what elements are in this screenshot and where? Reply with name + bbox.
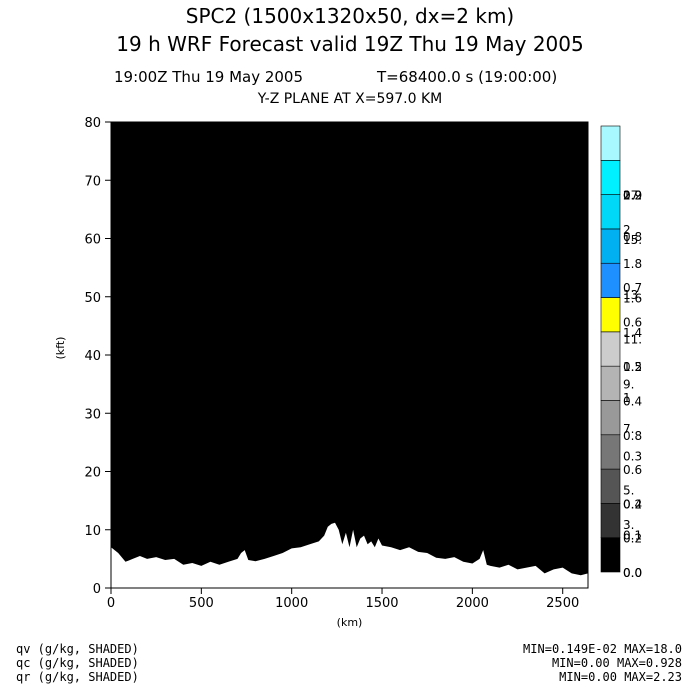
- terrain-area: [111, 522, 588, 588]
- colorbar-label: 0.5: [623, 360, 642, 374]
- colorbar-label: 0.7: [623, 281, 642, 295]
- x-tick-label: 1500: [365, 596, 398, 611]
- colorbar-label: 1.2: [623, 360, 642, 374]
- field-stats-qc: MIN=0.00 MAX=0.928: [551, 656, 682, 670]
- plane-label: Y-Z PLANE AT X=597.0 KM: [257, 91, 443, 107]
- colorbar-label: 0.3: [623, 449, 642, 463]
- y-tick-label: 50: [84, 291, 101, 306]
- colorbar-label: 1: [623, 391, 631, 405]
- model-time-label: T=68400.0 s (19:00:00): [377, 68, 558, 86]
- chart-title: SPC2 (1500x1320x50, dx=2 km): [185, 4, 515, 28]
- colorbar-label: 0.0: [623, 566, 642, 580]
- colorbar-label: 17.: [623, 189, 642, 203]
- colorbar-label: 0.9: [623, 189, 642, 203]
- colorbar-label: 0.1: [623, 528, 642, 542]
- y-tick-label: 60: [84, 233, 101, 248]
- colorbar-swatch: [600, 434, 621, 470]
- colorbar-label: 0.8: [623, 230, 642, 244]
- colorbar-label: 0.4: [623, 394, 642, 408]
- x-tick-label: 2000: [456, 596, 489, 611]
- colorbar-label: 5.: [623, 484, 634, 498]
- plot-area: [111, 122, 588, 588]
- chart-subtitle: 19 h WRF Forecast valid 19Z Thu 19 May 2…: [116, 32, 584, 56]
- y-tick-label: 80: [84, 116, 101, 131]
- colorbar-swatch: [600, 468, 621, 504]
- colorbar-label: 0.0: [623, 566, 642, 580]
- colorbar-label: 1.8: [623, 257, 642, 271]
- y-tick-label: 0: [93, 582, 101, 597]
- field-label-qc: qc (g/kg, SHADED): [16, 656, 139, 670]
- x-tick-label: 2500: [546, 596, 579, 611]
- colorbar-swatch: [600, 194, 621, 230]
- x-axis-label: (km): [337, 616, 363, 629]
- colorbar-label: 1.4: [623, 326, 642, 340]
- colorbar-label: 0.6: [623, 316, 642, 330]
- x-tick-label: 0: [107, 596, 115, 611]
- colorbar-label: 3.: [623, 518, 634, 532]
- colorbar-swatch: [600, 400, 621, 436]
- colorbar-label: 7.: [623, 422, 634, 436]
- colorbar-swatch: [600, 228, 621, 264]
- colorbar-swatch: [600, 537, 621, 573]
- colorbar-label: 0.2: [623, 532, 642, 546]
- y-tick-label: 40: [84, 349, 101, 364]
- field-stats-qr: MIN=0.00 MAX=2.23: [559, 670, 682, 684]
- axes: 0 500 1000 1500 2000 2500 0 10 20 30 40 50 60 70 80 (km…: [54, 116, 589, 629]
- colorbar-swatch: [600, 365, 621, 401]
- x-tick-label: 500: [189, 596, 214, 611]
- colorbar-label: 9.: [623, 377, 634, 391]
- colorbar-label: 0.2: [623, 497, 642, 511]
- y-axis-label: (kft): [54, 337, 67, 360]
- colorbar-label: 2: [623, 223, 631, 237]
- colorbar-label: 0.9: [623, 189, 642, 203]
- colorbar-swatch: [600, 297, 621, 333]
- colorbar-label: 2.2: [623, 189, 642, 203]
- y-tick-label: 30: [84, 407, 101, 422]
- colorbar-swatch: [600, 331, 621, 367]
- field-label-qv: qv (g/kg, SHADED): [16, 642, 139, 656]
- shaded-field: [111, 122, 588, 588]
- colorbar-label: 13.: [623, 288, 642, 302]
- colorbar-swatch: [600, 262, 621, 298]
- field-stats-qv: MIN=0.149E-02 MAX=18.0: [523, 642, 682, 656]
- colorbar-label: 15.: [623, 233, 642, 247]
- x-tick-label: 1000: [275, 596, 308, 611]
- y-tick-label: 10: [84, 524, 101, 539]
- valid-time-label: 19:00Z Thu 19 May 2005: [114, 68, 304, 86]
- y-tick-label: 70: [84, 174, 101, 189]
- colorbar-swatch: [600, 503, 621, 538]
- colorbar-label: 0.6: [623, 463, 642, 477]
- colorbar-label: 11.: [623, 333, 642, 347]
- colorbar-label: 0.4: [623, 497, 642, 511]
- field-label-qr: qr (g/kg, SHADED): [16, 670, 139, 684]
- y-tick-label: 20: [84, 466, 101, 481]
- colorbar-label: 0.8: [623, 429, 642, 443]
- colorbar-swatch: [600, 160, 621, 195]
- colorbar-label: 1.6: [623, 292, 642, 306]
- colorbar-swatch: [600, 125, 621, 161]
- colorbar: 0.00.00.20.13.0.40.25.0.60.30.87.0.419.0…: [600, 125, 642, 580]
